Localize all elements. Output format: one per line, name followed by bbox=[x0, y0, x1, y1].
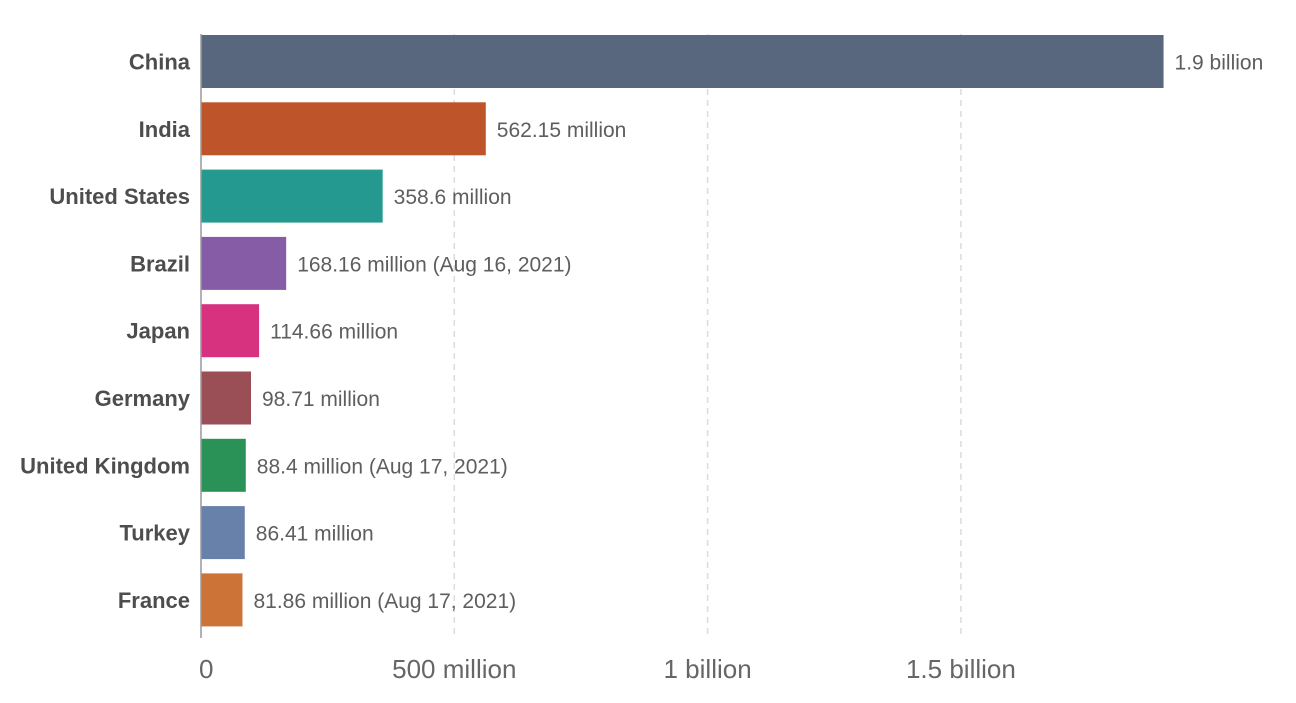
value-label: 168.16 million (Aug 16, 2021) bbox=[297, 253, 571, 276]
value-label: 1.9 billion bbox=[1175, 52, 1264, 75]
value-label: 88.4 million (Aug 17, 2021) bbox=[257, 455, 508, 478]
x-tick-label: 1.5 billion bbox=[906, 654, 1016, 684]
category-label: China bbox=[129, 50, 191, 75]
value-label: 98.71 million bbox=[262, 388, 380, 411]
category-label: India bbox=[139, 117, 191, 142]
label-layer: China 1.9 billion India 562.15 million Unite… bbox=[20, 50, 1263, 613]
x-tick-label: 0 bbox=[199, 654, 213, 684]
category-label: France bbox=[118, 588, 190, 613]
bar bbox=[201, 169, 383, 223]
category-label: Germany bbox=[95, 386, 191, 411]
category-label: Brazil bbox=[130, 251, 190, 276]
x-tick-label: 500 million bbox=[392, 654, 516, 684]
bar bbox=[201, 236, 287, 290]
category-label: United Kingdom bbox=[20, 453, 190, 478]
bar bbox=[201, 35, 1164, 88]
bar bbox=[201, 573, 243, 627]
bar bbox=[201, 304, 260, 358]
value-label: 81.86 million (Aug 17, 2021) bbox=[253, 590, 516, 613]
category-label: Japan bbox=[126, 319, 190, 344]
value-label: 358.6 million bbox=[394, 186, 512, 209]
bar bbox=[201, 438, 246, 492]
value-label: 86.41 million bbox=[256, 523, 374, 546]
category-label: Turkey bbox=[119, 521, 190, 546]
category-label: United States bbox=[49, 184, 190, 209]
bar-layer bbox=[201, 35, 1164, 627]
x-axis-ticks: 0 500 million 1 billion 1.5 billion bbox=[199, 654, 1016, 684]
x-tick-label: 1 billion bbox=[664, 654, 752, 684]
value-label: 114.66 million bbox=[270, 321, 398, 344]
value-label: 562.15 million bbox=[497, 119, 627, 142]
bar bbox=[201, 371, 252, 425]
bar bbox=[201, 102, 486, 156]
bar bbox=[201, 506, 245, 560]
